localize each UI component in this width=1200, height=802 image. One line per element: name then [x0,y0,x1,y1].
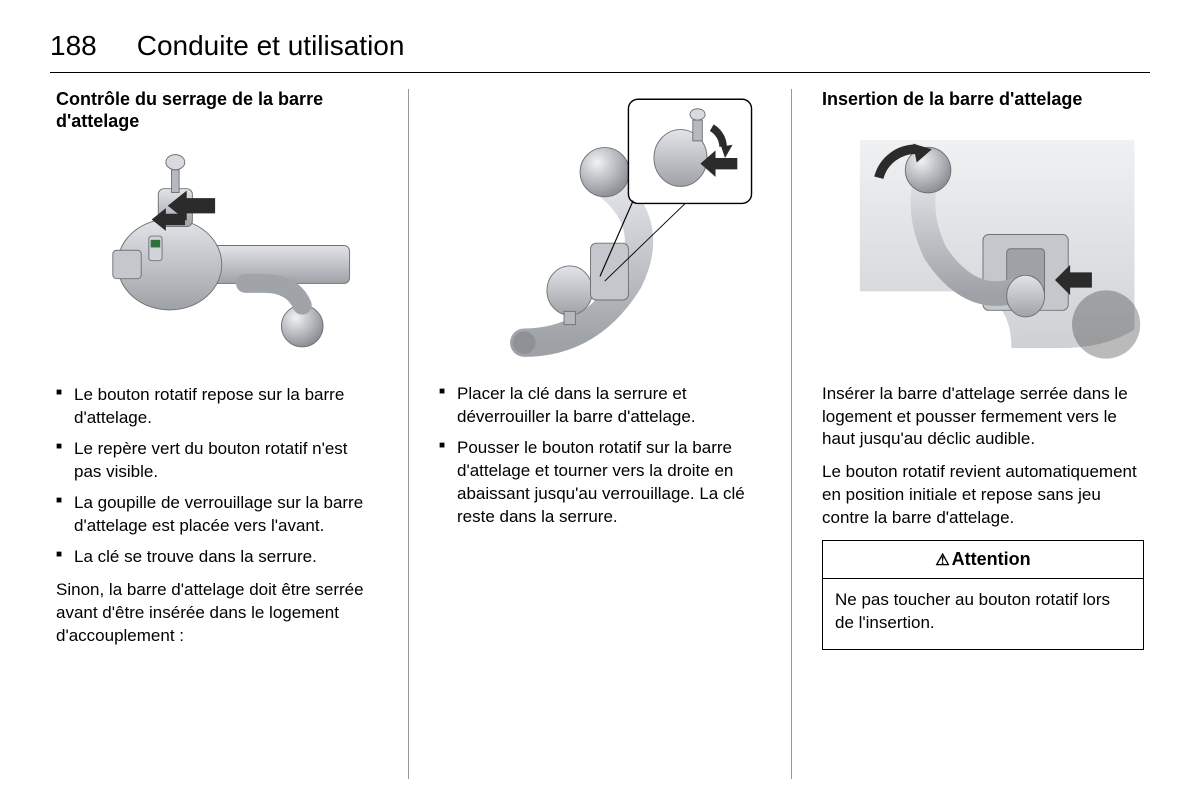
warning-body: Ne pas toucher au bouton rotatif lors de… [823,579,1143,649]
col1-bullets: Le bouton rotatif repose sur la barre d'… [56,384,378,569]
figure-towbar-insert [822,119,1144,369]
page-number: 188 [50,30,97,62]
figure-towbar-unlock [439,89,761,369]
column-1: Contrôle du serrage de la barre d'attela… [50,89,384,779]
col2-bullet: Placer la clé dans la serrure et déverro… [439,383,761,429]
column-2: Placer la clé dans la serrure et déverro… [433,89,767,779]
warning-box: ⚠Attention Ne pas toucher au bouton rota… [822,540,1144,650]
warning-icon: ⚠ [935,552,949,569]
content-columns: Contrôle du serrage de la barre d'attela… [50,89,1150,779]
col1-paragraph: Sinon, la barre d'attelage doit être ser… [56,579,378,648]
col1-bullet: La goupille de verrouillage sur la barre… [56,492,378,538]
col2-bullets: Placer la clé dans la serrure et déverro… [439,383,761,529]
col1-bullet: Le repère vert du bouton rotatif n'est p… [56,438,378,484]
column-divider [408,89,409,779]
column-3: Insertion de la barre d'attelage [816,89,1150,779]
figure-towbar-check [56,140,378,370]
col2-bullet: Pousser le bouton rotatif sur la barre d… [439,437,761,529]
col1-bullet: La clé se trouve dans la serrure. [56,546,378,569]
col3-paragraph-1: Insérer la barre d'attelage serrée dans … [822,383,1144,452]
col3-heading: Insertion de la barre d'attelage [822,89,1144,111]
col3-paragraph-2: Le bouton rotatif revient automatiquemen… [822,461,1144,530]
warning-heading: ⚠Attention [823,541,1143,579]
column-divider [791,89,792,779]
warning-title: Attention [952,549,1031,569]
page-header: 188 Conduite et utilisation [50,30,1150,73]
col1-heading: Contrôle du serrage de la barre d'attela… [56,89,378,132]
chapter-title: Conduite et utilisation [137,30,405,62]
col1-bullet: Le bouton rotatif repose sur la barre d'… [56,384,378,430]
